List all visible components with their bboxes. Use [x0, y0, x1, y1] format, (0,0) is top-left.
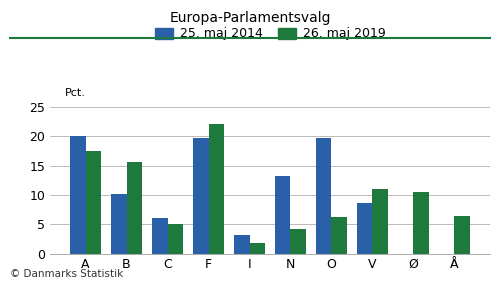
Bar	[372, 189, 388, 254]
Bar	[126, 162, 142, 254]
Bar	[275, 176, 290, 254]
Text: © Danmarks Statistik: © Danmarks Statistik	[10, 269, 123, 279]
Bar	[168, 224, 183, 254]
Bar	[332, 217, 347, 254]
Bar	[290, 229, 306, 254]
Bar	[414, 192, 429, 254]
Bar	[86, 151, 101, 254]
Bar	[70, 136, 86, 254]
Text: Europa-Parlamentsvalg: Europa-Parlamentsvalg	[169, 11, 331, 25]
Bar	[234, 235, 250, 254]
Legend: 25. maj 2014, 26. maj 2019: 25. maj 2014, 26. maj 2019	[150, 23, 390, 45]
Bar	[454, 216, 470, 254]
Bar	[357, 203, 372, 254]
Bar	[193, 138, 208, 254]
Bar	[316, 138, 332, 254]
Bar	[152, 218, 168, 254]
Bar	[111, 194, 126, 254]
Bar	[250, 243, 265, 254]
Text: Pct.: Pct.	[65, 88, 86, 98]
Bar	[208, 124, 224, 254]
